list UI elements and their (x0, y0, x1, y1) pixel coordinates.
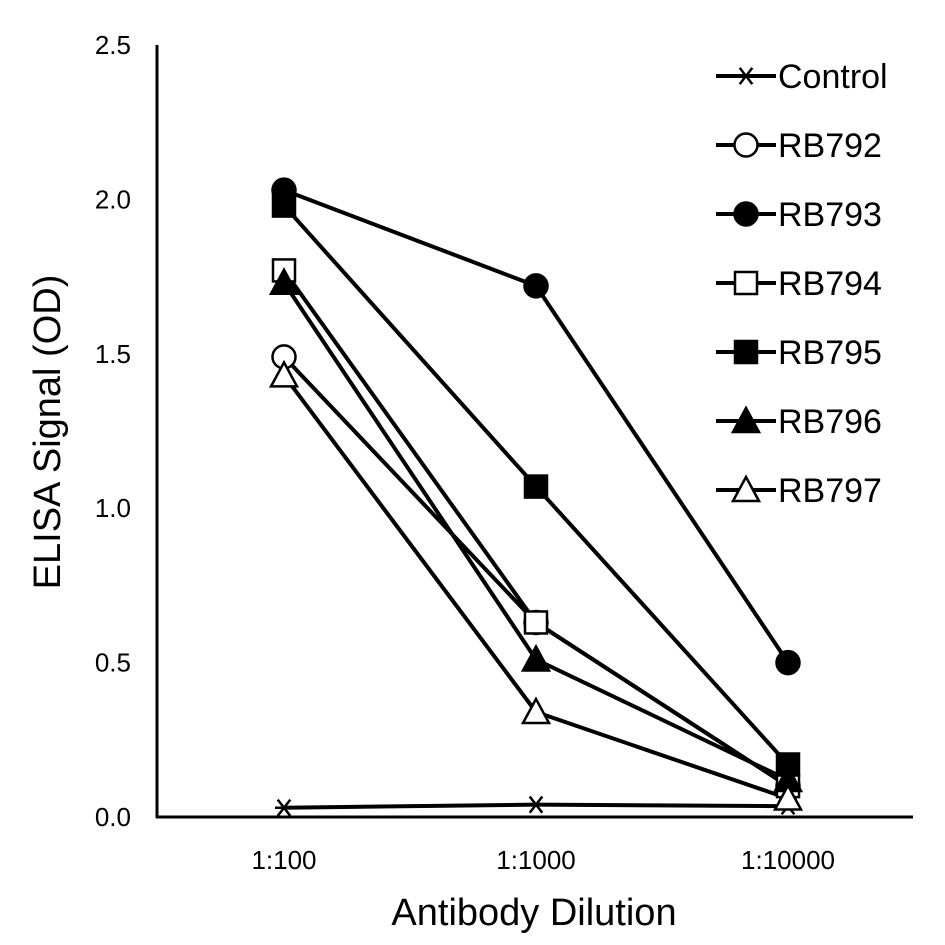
x-tick-label: 1:10000 (741, 845, 835, 875)
x-tick-label: 1:1000 (496, 845, 576, 875)
axes: 0.0 0.5 1.0 1.5 2.0 2.5 1:100 1:1000 1:10000 (95, 30, 913, 875)
series-layer (268, 177, 804, 817)
y-tick-label: 1.5 (95, 339, 131, 369)
data-point-rb795 (271, 193, 297, 218)
y-tick-label: 0.5 (95, 648, 131, 678)
legend-marker (733, 132, 759, 158)
legend-item-rb793: RB793 (716, 196, 882, 234)
data-point-rb797 (268, 359, 300, 388)
legend-item-rb795: RB795 (716, 334, 882, 372)
y-tick-label: 1.0 (95, 493, 131, 523)
marker-stroke (276, 798, 292, 817)
data-point-rb795 (523, 474, 549, 499)
legend-item-rb797: RB797 (716, 472, 882, 510)
legend-marker (730, 474, 762, 503)
data-point-rb794 (523, 610, 549, 635)
legend-item-control: Control (716, 58, 888, 96)
legend-label: RB796 (778, 403, 882, 441)
marker-stroke (528, 795, 544, 814)
data-point-rb796 (520, 643, 552, 672)
legend-marker (737, 67, 755, 85)
data-point-rb797 (520, 696, 552, 725)
legend-item-rb796: RB796 (716, 403, 882, 441)
legend-item-rb792: RB792 (716, 127, 882, 165)
x-tick-label: 1:100 (251, 845, 316, 875)
legend-marker (733, 339, 759, 365)
x-axis-title: Antibody Dilution (391, 892, 676, 934)
data-point-control (275, 798, 293, 817)
series-line-rb793 (283, 188, 790, 664)
legend: Control RB792 RB793 RB794 RB795 RB796 RB797 (716, 58, 888, 510)
legend-label: RB795 (778, 334, 882, 372)
data-point-rb793 (523, 273, 549, 299)
data-point-rb797 (772, 782, 804, 811)
legend-label: Control (778, 58, 888, 96)
y-tick-label: 2.0 (95, 184, 131, 214)
marker-stroke (738, 67, 754, 85)
legend-marker (730, 405, 762, 434)
y-axis-title: ELISA Signal (OD) (27, 275, 69, 590)
legend-label: RB792 (778, 127, 882, 165)
legend-marker (733, 270, 759, 296)
legend-label: RB793 (778, 196, 882, 234)
legend-marker (733, 201, 759, 227)
data-point-rb793 (775, 649, 801, 676)
legend-label: RB794 (778, 265, 882, 303)
legend-label: RB797 (778, 472, 882, 510)
y-tick-label: 0.0 (95, 802, 131, 832)
legend-item-rb794: RB794 (716, 265, 882, 303)
y-tick-label: 2.5 (95, 30, 131, 60)
data-point-rb796 (268, 267, 300, 296)
data-point-control (527, 795, 545, 814)
